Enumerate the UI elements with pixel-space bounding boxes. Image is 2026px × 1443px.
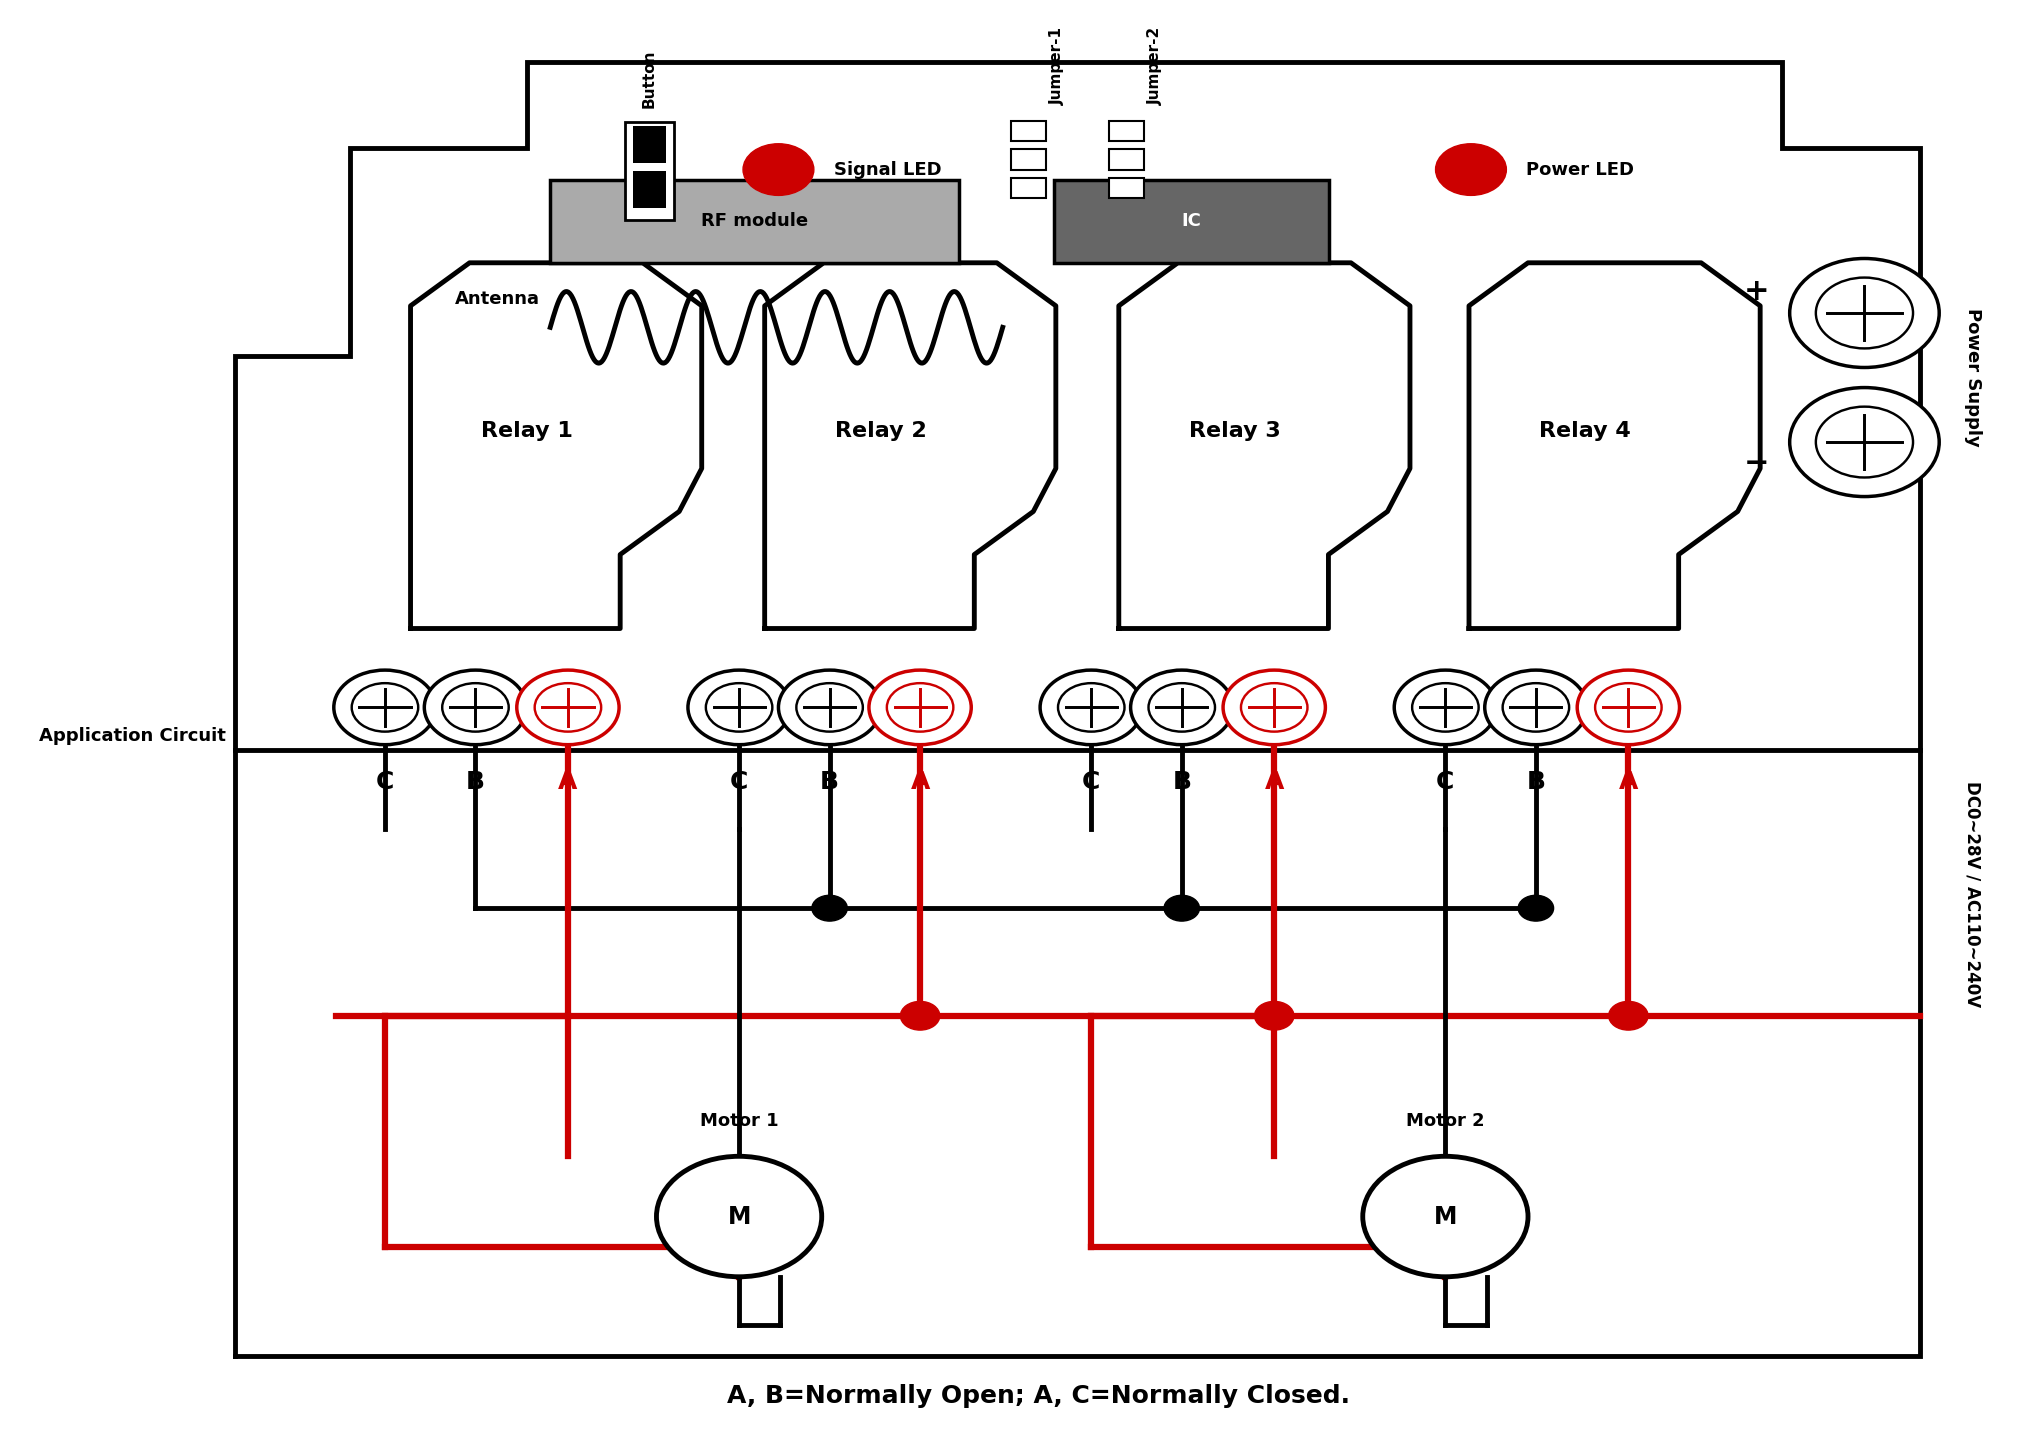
Text: C: C [729, 771, 748, 795]
Circle shape [1789, 258, 1939, 368]
Text: Relay 3: Relay 3 [1189, 421, 1280, 442]
Circle shape [1165, 895, 1199, 921]
Text: −: − [1744, 449, 1769, 478]
Text: B: B [1526, 771, 1546, 795]
Text: Relay 4: Relay 4 [1540, 421, 1631, 442]
Text: Power Supply: Power Supply [1963, 309, 1981, 447]
Text: Relay 1: Relay 1 [480, 421, 573, 442]
Text: Power LED: Power LED [1526, 160, 1635, 179]
Circle shape [900, 1001, 940, 1030]
Text: A: A [1619, 771, 1639, 795]
Text: +: + [1744, 277, 1769, 306]
Circle shape [778, 670, 881, 745]
Text: Jumper-2: Jumper-2 [1149, 27, 1163, 105]
Bar [1011, 150, 1045, 170]
Text: Motor 2: Motor 2 [1406, 1113, 1485, 1130]
Circle shape [1394, 670, 1497, 745]
Circle shape [1436, 144, 1507, 195]
Text: C: C [375, 771, 395, 795]
Text: B: B [466, 771, 484, 795]
Circle shape [869, 670, 970, 745]
Text: A, B=Normally Open; A, C=Normally Closed.: A, B=Normally Open; A, C=Normally Closed… [727, 1384, 1349, 1408]
Text: RF module: RF module [701, 212, 808, 231]
Bar [1011, 177, 1045, 198]
Bar [624, 123, 675, 219]
Text: IC: IC [1181, 212, 1201, 231]
Circle shape [1363, 1156, 1528, 1277]
Circle shape [1789, 388, 1939, 496]
Text: Motor 1: Motor 1 [699, 1113, 778, 1130]
Circle shape [1517, 895, 1554, 921]
Text: A: A [1264, 771, 1284, 795]
Text: C: C [1436, 771, 1455, 795]
Text: Antenna: Antenna [456, 290, 541, 307]
Bar [1108, 177, 1145, 198]
Text: Signal LED: Signal LED [833, 160, 942, 179]
Circle shape [1609, 1001, 1647, 1030]
Bar [1011, 121, 1045, 141]
Circle shape [812, 895, 847, 921]
Bar [632, 127, 667, 163]
Text: C: C [1082, 771, 1100, 795]
Text: Application Circuit: Application Circuit [38, 727, 225, 745]
Circle shape [689, 670, 790, 745]
Circle shape [744, 144, 814, 195]
Text: Jumper-1: Jumper-1 [1049, 27, 1066, 105]
Text: A: A [559, 771, 577, 795]
Text: B: B [1173, 771, 1191, 795]
Text: M: M [1434, 1205, 1457, 1228]
Text: Relay 2: Relay 2 [835, 421, 926, 442]
Circle shape [423, 670, 527, 745]
Circle shape [334, 670, 436, 745]
Text: Button: Button [642, 49, 656, 108]
Text: B: B [821, 771, 839, 795]
Circle shape [1485, 670, 1586, 745]
Text: A: A [910, 771, 930, 795]
Circle shape [1224, 670, 1325, 745]
Circle shape [1576, 670, 1680, 745]
Circle shape [517, 670, 620, 745]
Bar [632, 172, 667, 208]
Bar [1108, 121, 1145, 141]
Circle shape [1131, 670, 1234, 745]
Circle shape [1254, 1001, 1295, 1030]
FancyBboxPatch shape [551, 179, 960, 263]
Bar [1108, 150, 1145, 170]
Text: M: M [727, 1205, 752, 1228]
Text: DC0~28V / AC110~240V: DC0~28V / AC110~240V [1963, 781, 1981, 1007]
Circle shape [656, 1156, 823, 1277]
FancyBboxPatch shape [1054, 179, 1329, 263]
Circle shape [1039, 670, 1143, 745]
